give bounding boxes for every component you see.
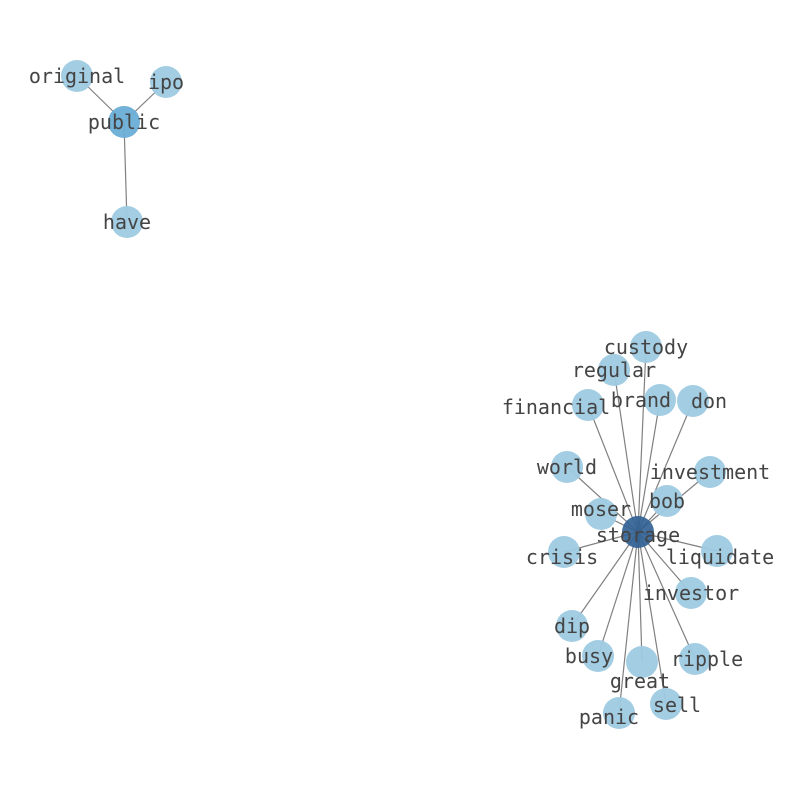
node-investment [694, 456, 726, 488]
node-label-sell: sell [653, 693, 701, 717]
node-investor [675, 577, 707, 609]
node-brand [644, 384, 676, 416]
node-don [677, 385, 709, 417]
node-label-dip: dip [554, 614, 590, 638]
node-label-original: original [29, 64, 125, 88]
edge-storage-sell [637, 531, 667, 705]
node-label-ipo: ipo [148, 70, 184, 94]
node-world [551, 451, 583, 483]
node-ipo [150, 66, 182, 98]
edge-storage-don [637, 400, 694, 533]
node-label-don: don [691, 389, 727, 413]
edge-storage-custody [637, 346, 647, 533]
node-label-investment: investment [650, 460, 770, 484]
node-storage [622, 516, 654, 548]
edge-storage-brand [637, 399, 661, 533]
node-custody [630, 331, 662, 363]
node-ripple [679, 643, 711, 675]
node-label-investor: investor [643, 581, 739, 605]
node-sell [650, 688, 682, 720]
node-label-ripple: ripple [671, 647, 743, 671]
edge-public-have [123, 121, 128, 223]
nodes [61, 60, 733, 729]
node-great [626, 646, 658, 678]
node-label-brand: brand [611, 388, 671, 412]
node-public [108, 106, 140, 138]
node-label-great: great [610, 669, 670, 693]
edge-storage-great [637, 531, 643, 663]
node-label-panic: panic [579, 705, 639, 729]
node-label-crisis: crisis [526, 545, 598, 569]
edge-storage-panic [618, 531, 639, 714]
node-have [111, 206, 143, 238]
node-label-storage: storage [596, 523, 680, 547]
node-label-have: have [103, 210, 151, 234]
node-label-bob: bob [649, 489, 685, 513]
edge-storage-financial [587, 404, 639, 533]
labels: public original ipo have storage custodyregul… [29, 64, 774, 729]
edge-storage-dip [571, 531, 639, 627]
edge-storage-regular [613, 369, 639, 533]
node-label-custody: custody [604, 335, 688, 359]
node-label-public: public [88, 110, 160, 134]
node-label-moser: moser [571, 497, 631, 521]
node-label-regular: regular [572, 358, 656, 382]
node-label-liquidate: liquidate [666, 545, 774, 569]
node-dip [556, 610, 588, 642]
edge-storage-busy [597, 531, 639, 657]
node-liquidate [701, 535, 733, 567]
node-original [61, 60, 93, 92]
node-crisis [548, 536, 580, 568]
node-label-financial: financial [502, 395, 610, 419]
node-moser [585, 498, 617, 530]
node-label-busy: busy [565, 644, 613, 668]
node-financial [572, 389, 604, 421]
node-regular [598, 354, 630, 386]
node-label-world: world [537, 455, 597, 479]
node-bob [651, 485, 683, 517]
node-busy [582, 640, 614, 672]
edge-storage-ripple [637, 531, 696, 660]
node-panic [603, 697, 635, 729]
